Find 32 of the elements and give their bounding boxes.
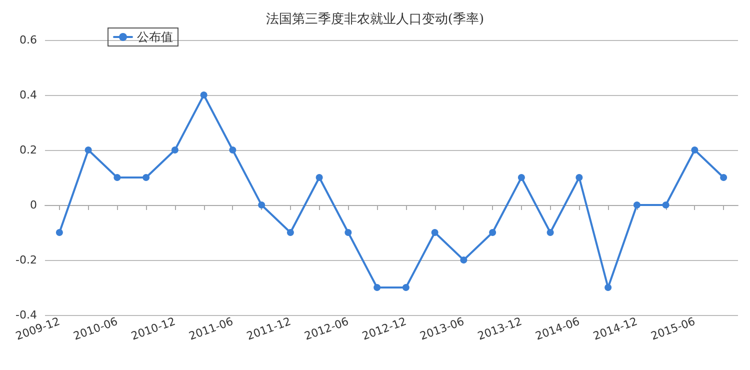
legend-label: 公布值 — [137, 30, 173, 44]
point — [720, 174, 728, 181]
point — [344, 229, 352, 236]
point — [460, 256, 468, 264]
point — [142, 174, 150, 181]
point — [56, 229, 63, 236]
point — [258, 202, 266, 208]
point — [229, 146, 236, 154]
y-tick-label: 0.6 — [20, 34, 37, 46]
point — [604, 284, 612, 291]
point — [316, 174, 323, 181]
point — [114, 174, 121, 181]
point — [691, 146, 698, 154]
point — [171, 146, 178, 154]
y-tick-label: -0.2 — [16, 254, 37, 266]
point — [633, 202, 640, 208]
y-tick-label: 0.2 — [20, 144, 37, 156]
point — [431, 229, 438, 236]
point — [546, 229, 554, 236]
point — [286, 229, 294, 236]
point — [84, 146, 92, 154]
point — [518, 174, 525, 181]
point — [489, 229, 496, 236]
point — [576, 174, 583, 181]
y-tick-label: 0.4 — [20, 88, 37, 102]
chart-title: 法国第三季度非农就业人口变动(季率) — [266, 11, 484, 27]
y-tick-label: 0 — [30, 198, 37, 212]
point — [374, 284, 381, 291]
point — [402, 284, 410, 291]
y-tick-label: -0.4 — [16, 308, 37, 322]
point — [200, 92, 208, 98]
point — [662, 202, 670, 208]
